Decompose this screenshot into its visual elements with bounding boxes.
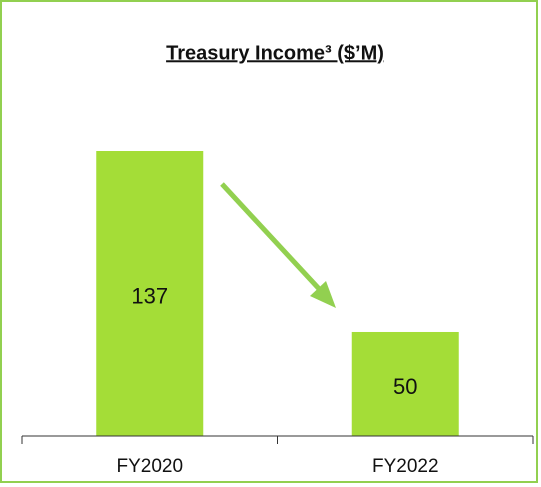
chart-title: Treasury Income³ ($’M) (166, 42, 384, 64)
bar (351, 331, 459, 436)
arrow-shaft (220, 182, 324, 294)
trend-arrow (220, 182, 336, 308)
bar (96, 151, 204, 436)
data-label: 137 (131, 283, 168, 308)
x-tick-label: FY2020 (116, 456, 183, 477)
data-label: 50 (393, 374, 417, 399)
arrow-head (310, 281, 336, 308)
x-tick-label: FY2022 (372, 456, 439, 477)
